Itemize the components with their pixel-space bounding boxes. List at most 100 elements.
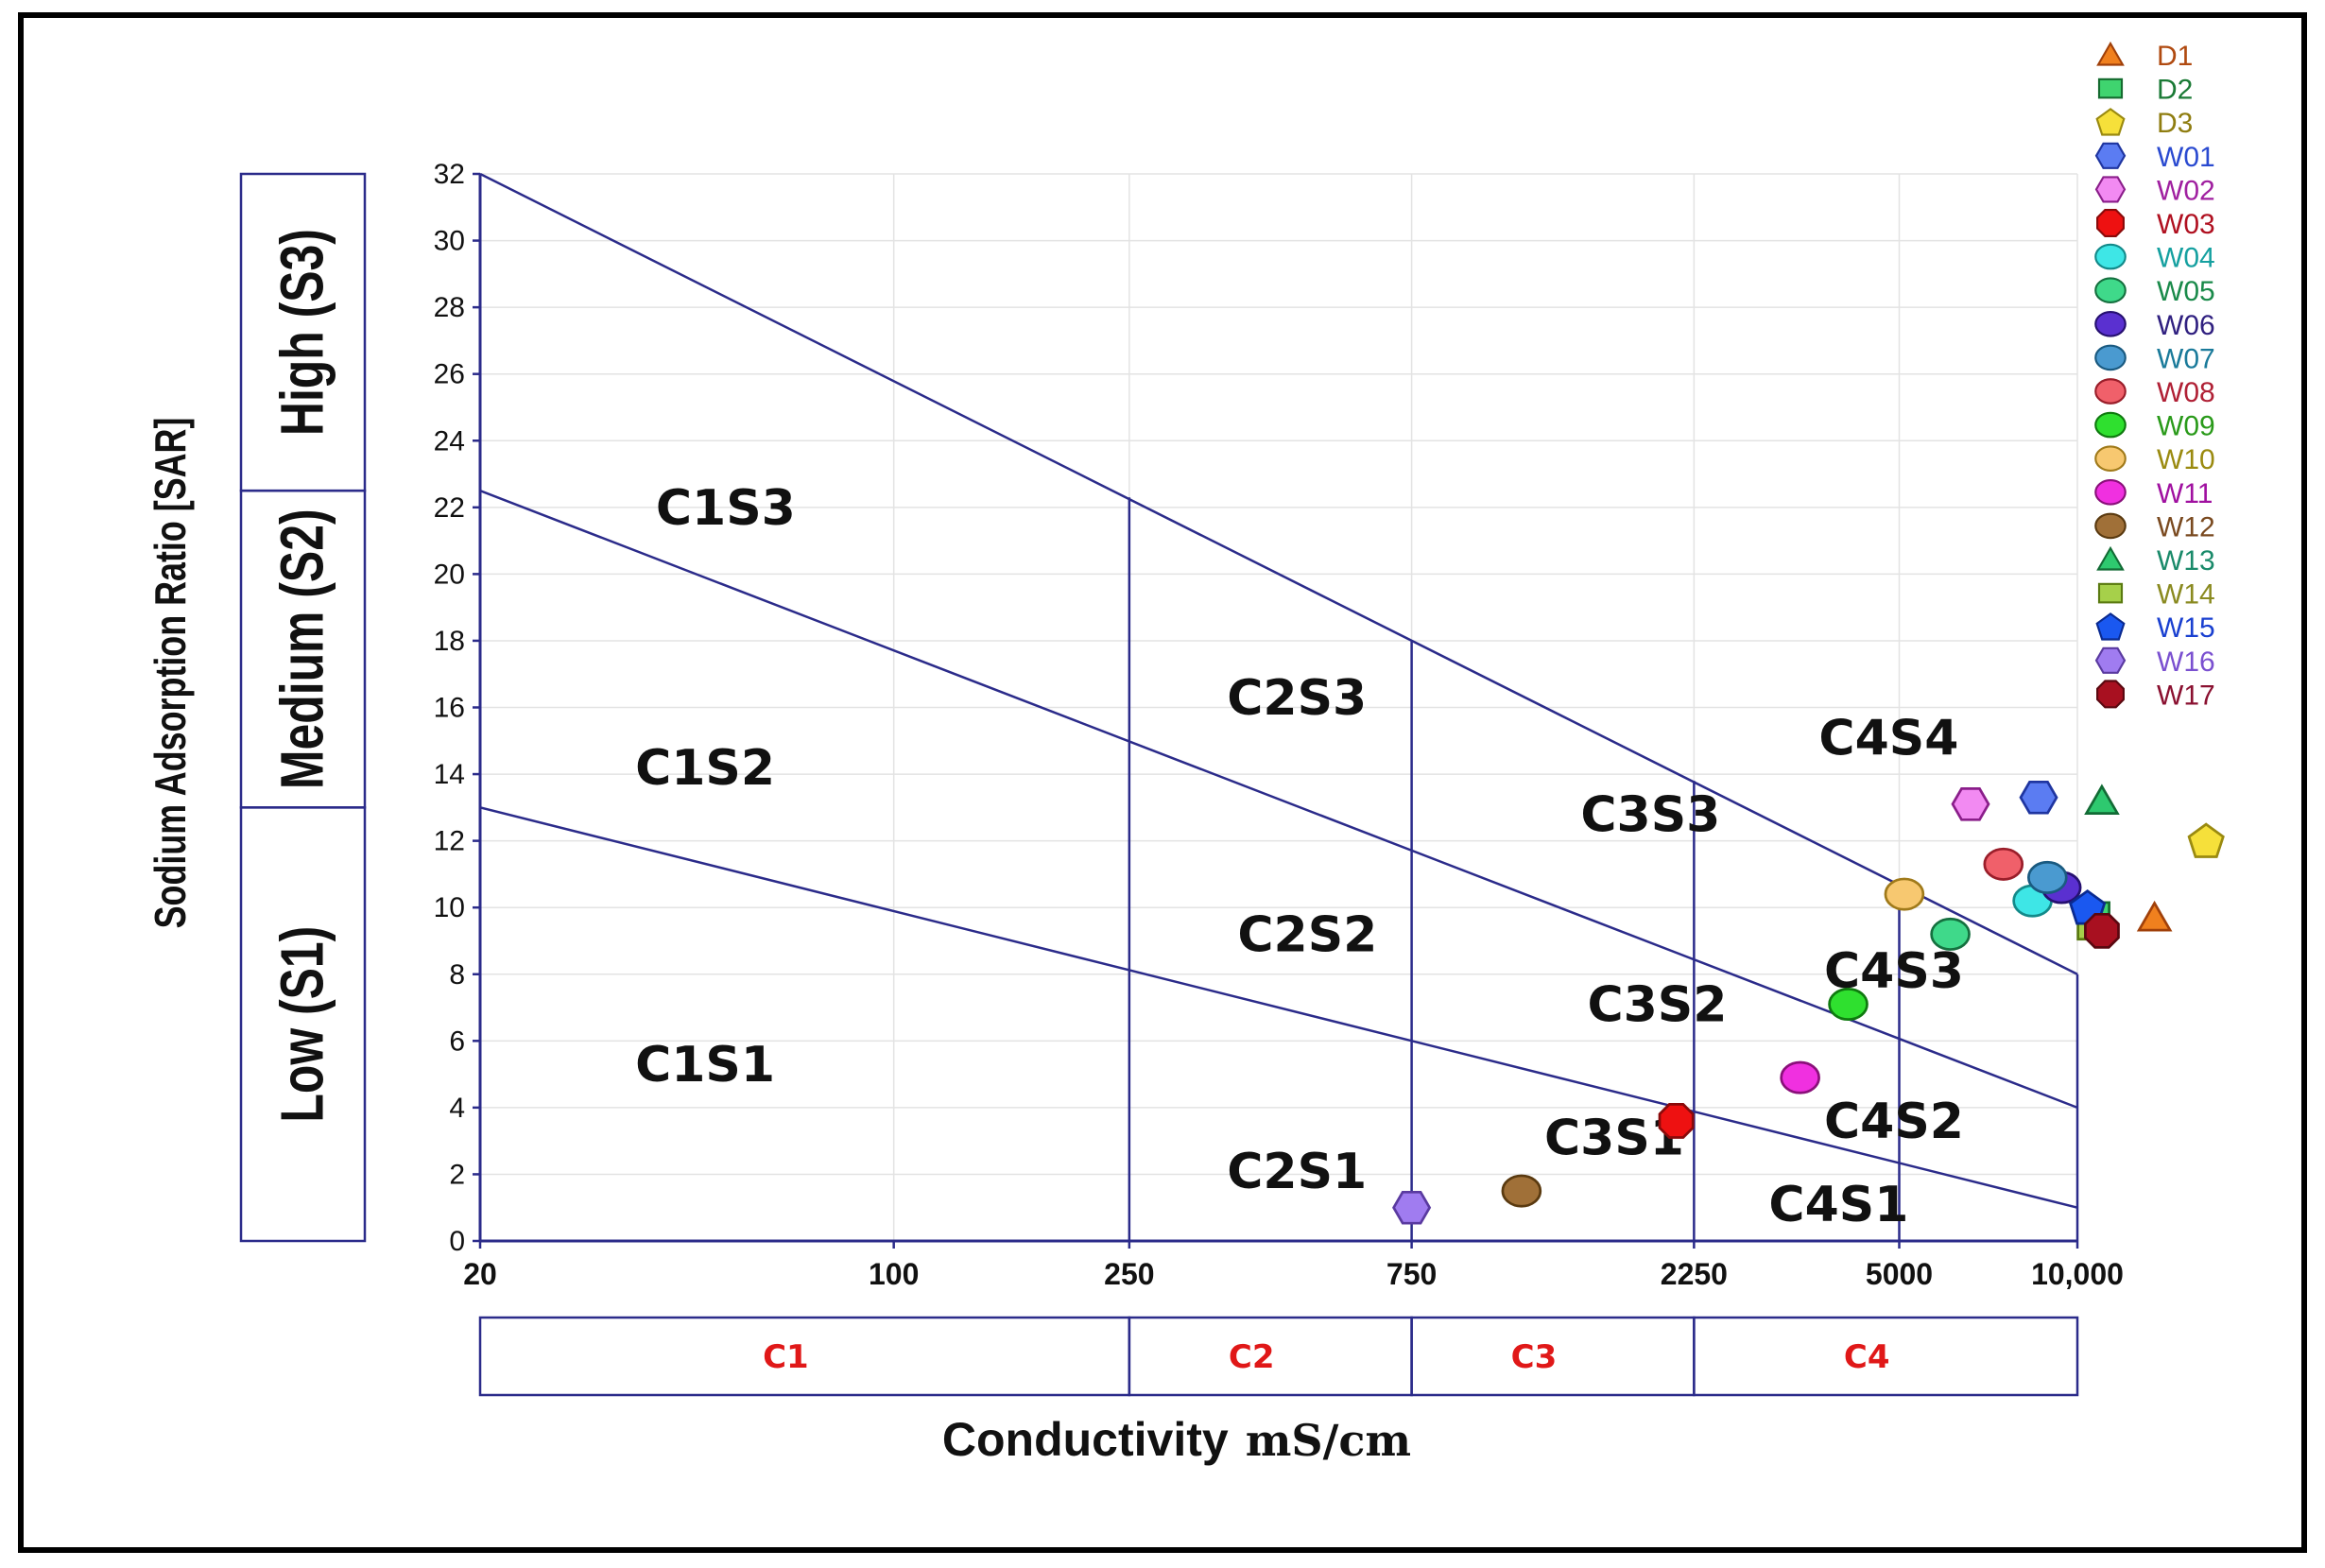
region-label: C2S3 [1227, 670, 1367, 727]
y-tick-label: 2 [449, 1159, 465, 1190]
data-point-w12 [1501, 1174, 1542, 1208]
sar-class-label: Medium (S2) [269, 508, 336, 789]
legend-marker-w05 [2094, 277, 2127, 304]
y-axis-label: Sodium Adsorption Ratio [SAR] [146, 418, 195, 929]
y-tick-label: 28 [434, 292, 465, 323]
boundary-lines [479, 172, 2079, 1241]
legend-label-w13: W13 [2157, 545, 2215, 577]
data-point-w17 [2084, 912, 2120, 949]
legend-marker-w03 [2096, 209, 2125, 237]
legend-marker-d3 [2095, 108, 2126, 136]
legend-label-w08: W08 [2157, 377, 2215, 408]
legend-label-w01: W01 [2157, 142, 2215, 173]
legend-marker-w02 [2094, 176, 2127, 203]
data-point-w01 [2019, 780, 2058, 815]
y-tick-label: 14 [434, 759, 465, 790]
region-label: C1S1 [635, 1037, 775, 1094]
data-point-w08 [1983, 847, 2024, 881]
y-tick-label: 22 [434, 492, 465, 524]
legend-marker-w08 [2094, 378, 2127, 405]
legend-marker-w11 [2094, 478, 2127, 506]
y-tick-label: 12 [434, 826, 465, 857]
legend-marker-w04 [2094, 243, 2127, 270]
legend-marker-w01 [2094, 142, 2127, 169]
data-point-w07 [2027, 860, 2068, 894]
data-point-w10 [1884, 877, 1925, 911]
legend-marker-w09 [2094, 411, 2127, 439]
region-label: C2S1 [1227, 1144, 1367, 1200]
y-tick-label: 16 [434, 693, 465, 724]
legend-label-w04: W04 [2157, 243, 2215, 274]
legend-label-d3: D3 [2157, 108, 2193, 139]
region-label: C4S1 [1768, 1177, 1908, 1233]
data-point-w11 [1780, 1060, 1820, 1094]
region-label: C3S2 [1587, 977, 1727, 1034]
legend-marker-w10 [2094, 445, 2127, 473]
sar-class-label: High (S3) [269, 229, 336, 436]
sar-class-box [239, 806, 367, 1243]
y-tick-label: 6 [449, 1025, 465, 1057]
legend-label-w09: W09 [2157, 411, 2215, 442]
legend-marker-d1 [2096, 41, 2125, 66]
salinity-boundary-line [479, 490, 2078, 1110]
data-point-w09 [1828, 987, 1869, 1022]
region-label: C1S2 [635, 740, 775, 797]
salinity-boundary-line [479, 172, 2078, 975]
x-tick-label: 100 [869, 1257, 919, 1291]
legend-label-w03: W03 [2157, 209, 2215, 240]
y-tick-label: 20 [434, 559, 465, 590]
legend-marker-w15 [2095, 612, 2126, 641]
legend-marker-w07 [2094, 344, 2127, 371]
y-tick-label: 18 [434, 626, 465, 657]
x-tick-label: 5000 [1866, 1257, 1933, 1291]
legend-label-w17: W17 [2157, 680, 2215, 711]
data-points [1392, 780, 2225, 1225]
data-point-w05 [1930, 917, 1971, 951]
legend-label-w15: W15 [2157, 612, 2215, 644]
data-point-w13 [2084, 784, 2120, 815]
legend-label-w06: W06 [2157, 310, 2215, 341]
legend-label-w07: W07 [2157, 343, 2215, 374]
legend-marker-w12 [2094, 512, 2127, 540]
legend-label-w11: W11 [2157, 478, 2213, 509]
region-labels: C1S3C1S2C1S1C2S3C2S2C2S1C3S3C3S2C3S1C4S4… [635, 480, 1964, 1233]
x-tick-label: 250 [1104, 1257, 1154, 1291]
legend-label-w12: W12 [2157, 511, 2215, 543]
legend-label-w10: W10 [2157, 444, 2215, 475]
legend-marker-w16 [2094, 646, 2127, 674]
conductivity-class-label: C2 [1229, 1338, 1275, 1376]
conductivity-class-label: C4 [1844, 1338, 1890, 1376]
legend-label-w02: W02 [2157, 175, 2215, 206]
class-boxes: High (S3) Medium (S2) Low (S1) C1 C2 C3 C4 [239, 172, 2079, 1397]
legend-marker-w14 [2097, 582, 2124, 604]
y-tick-label: 0 [449, 1226, 465, 1257]
legend-marker-d2 [2097, 78, 2124, 99]
x-axis-label: Conductivity mS/cm [942, 1413, 1411, 1466]
conductivity-class-label: C1 [763, 1338, 809, 1376]
data-point-w03 [1658, 1103, 1695, 1139]
y-tick-label: 32 [434, 159, 465, 190]
data-point-d3 [2187, 822, 2225, 858]
sar-class-label: Low (S1) [269, 926, 336, 1123]
data-point-w02 [1951, 787, 1990, 821]
region-label: C4S2 [1824, 1094, 1964, 1150]
x-tick-label: 20 [463, 1257, 497, 1291]
legend-marker-w06 [2094, 310, 2127, 337]
legend-label-w16: W16 [2157, 646, 2215, 678]
x-tick-label: 10,000 [2031, 1257, 2124, 1291]
legend: D1D2D3W01W02W03W04W05W06W07W08W09W10W11W… [2094, 41, 2215, 711]
x-axis-label-main: Conductivity [942, 1413, 1229, 1466]
conductivity-class-label: C3 [1511, 1338, 1558, 1376]
x-axis-label-unit: mS/cm [1246, 1415, 1411, 1466]
legend-label-d1: D1 [2157, 41, 2193, 72]
region-label: C4S4 [1818, 710, 1958, 767]
legend-marker-w17 [2096, 680, 2125, 709]
data-point-d1 [2136, 900, 2173, 932]
legend-marker-w13 [2096, 545, 2125, 571]
legend-label-d2: D2 [2157, 75, 2193, 106]
salinity-boundary-line [479, 806, 2078, 1209]
outer-frame [18, 12, 2307, 1553]
legend-label-w05: W05 [2157, 276, 2215, 307]
